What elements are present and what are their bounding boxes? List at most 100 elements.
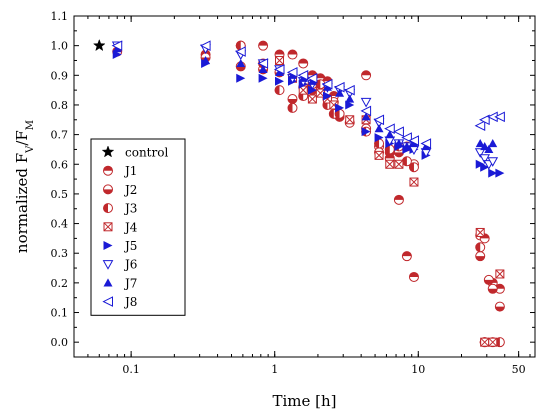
data-point-j7 [484, 144, 494, 154]
x-tick-label: 50 [512, 363, 526, 376]
data-point-j2 [287, 94, 298, 105]
data-point-j1 [287, 49, 298, 60]
y-tick-label: 0.0 [51, 336, 69, 349]
legend-marker [103, 165, 113, 176]
data-point-j5 [112, 50, 122, 60]
data-point-j4 [307, 94, 317, 104]
data-point-j8 [333, 81, 345, 93]
legend-label: J3 [123, 202, 137, 216]
data-point-j6 [479, 154, 491, 164]
data-point-j7 [385, 130, 395, 139]
y-tick-label: 0.9 [51, 69, 69, 82]
data-point-j4 [374, 150, 384, 160]
legend-marker [103, 278, 113, 287]
y-tick-label: 0.2 [51, 277, 69, 290]
legend-entry-j1: J1 [103, 164, 137, 178]
data-point-j7 [488, 139, 498, 148]
legend-entry-j2: J2 [103, 183, 137, 197]
data-point-j8 [235, 46, 246, 57]
x-tick-label: 10 [411, 363, 425, 376]
data-point-j8 [373, 114, 385, 126]
legend-label: J7 [123, 276, 137, 290]
data-point-j7 [402, 141, 412, 151]
legend-marker [103, 241, 113, 250]
data-point-j8 [257, 58, 269, 69]
data-point-j1 [401, 251, 412, 262]
data-point-j4 [394, 159, 404, 169]
data-point-j6 [474, 148, 486, 158]
y-axis-title-sub1: V [25, 145, 36, 154]
legend-entry-control: control [101, 145, 168, 160]
series-j3 [235, 40, 505, 348]
y-axis-title: normalized FV/FM [13, 120, 36, 253]
x-tick-label: 0.1 [122, 363, 140, 376]
data-point-j5 [335, 103, 345, 113]
data-point-j1 [408, 271, 419, 282]
data-point-j8 [321, 78, 333, 90]
data-point-j7 [201, 55, 211, 65]
data-point-j4 [475, 227, 485, 237]
data-point-j4 [480, 337, 490, 347]
data-point-j8 [494, 111, 505, 123]
y-tick-label: 0.3 [51, 247, 69, 260]
data-point-j4 [345, 115, 355, 125]
legend-entry-j5: J5 [103, 239, 137, 253]
series-j8 [111, 40, 505, 149]
legend-marker [103, 203, 113, 214]
data-point-j3 [408, 162, 419, 173]
data-point-j5 [345, 100, 355, 110]
data-point-j8 [384, 123, 395, 134]
legend-entry-j7: J7 [103, 276, 137, 290]
data-point-j4 [495, 269, 505, 279]
legend: control J1 J2 J3 J4 J5 J6 J7 J8 [90, 138, 186, 316]
x-axis-title: Time [h] [272, 392, 336, 410]
y-tick-label: 0.6 [51, 158, 69, 171]
data-point-j8 [344, 84, 355, 96]
axes: 0.0 0.1 0.2 0.3 0.4 0.5 0.6 0.7 0.8 0.9 1.0 1.1 0.1 1… [51, 10, 536, 376]
legend-entry-j4: J4 [103, 220, 138, 234]
data-point-j5 [488, 168, 498, 178]
data-point-j6 [487, 157, 499, 167]
legend-label: J4 [123, 220, 138, 234]
legend-label: J8 [123, 295, 137, 309]
data-point-j4 [409, 177, 419, 187]
series-j2 [200, 52, 505, 348]
legend-label: J6 [123, 258, 137, 272]
data-point-j1 [298, 58, 309, 69]
data-point-j7 [345, 94, 355, 103]
legend-entry-j3: J3 [103, 202, 137, 216]
x-tick-label: 1 [271, 363, 278, 376]
legend-marker [103, 184, 113, 195]
data-point-j8 [199, 40, 211, 51]
data-point-j8 [111, 40, 123, 51]
data-point-j5 [236, 73, 246, 83]
data-point-j8 [479, 114, 490, 126]
data-point-j7 [335, 88, 345, 97]
series-control [92, 38, 106, 52]
data-point-j1 [494, 283, 505, 294]
data-point-j3 [274, 85, 285, 96]
data-point-j3 [287, 102, 298, 113]
data-point-j7 [374, 124, 384, 133]
legend-marker [103, 222, 113, 232]
data-point-j1 [393, 194, 404, 205]
y-tick-label: 0.1 [51, 307, 69, 320]
data-point-j4 [488, 337, 498, 347]
data-point-j8 [408, 135, 419, 146]
data-point-j8 [286, 67, 298, 78]
data-point-j8 [306, 72, 318, 84]
data-point-j2 [483, 274, 494, 285]
data-point-j5 [374, 133, 384, 143]
y-tick-label: 0.7 [51, 129, 69, 142]
legend-marker [102, 260, 114, 270]
data-point-j8 [360, 105, 372, 117]
legend-label: control [125, 146, 168, 160]
legend-marker [102, 296, 113, 307]
data-point-j5 [275, 76, 285, 86]
data-point-control [92, 38, 106, 52]
data-point-j5 [322, 91, 332, 101]
y-tick-label: 1.1 [51, 10, 69, 23]
data-point-j4 [275, 55, 285, 65]
legend-label: J2 [123, 183, 137, 197]
data-point-j5 [495, 168, 505, 178]
